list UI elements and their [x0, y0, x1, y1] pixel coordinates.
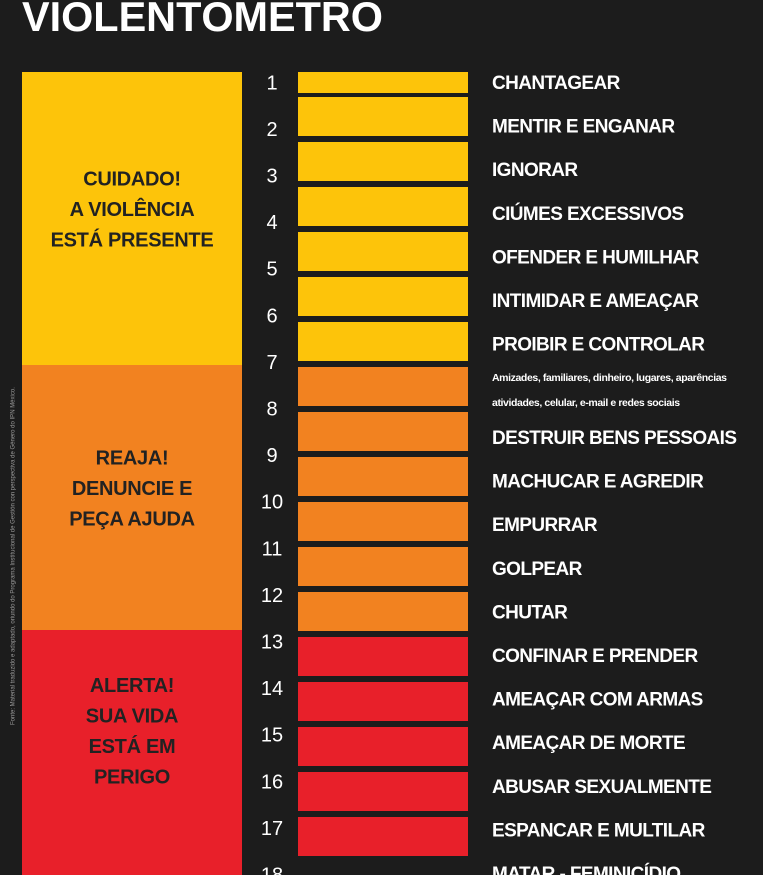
level-number: 3 — [266, 165, 277, 187]
zone-label: REAJA! — [96, 447, 169, 469]
item-label: AMEAÇAR DE MORTE — [492, 733, 685, 754]
zone-label: A VIOLÊNCIA — [70, 197, 195, 221]
level-number: 10 — [261, 492, 283, 514]
item-label: PROIBIR E CONTROLAR — [492, 335, 705, 356]
level-number: 12 — [261, 585, 283, 607]
zone-label: PEÇA AJUDA — [69, 508, 195, 530]
level-number: 13 — [261, 631, 283, 653]
level-number: 9 — [266, 445, 277, 467]
level-bar — [298, 72, 468, 93]
level-bar — [298, 592, 468, 631]
level-number: 8 — [266, 398, 277, 420]
item-note: Amizades, familiares, dinheiro, lugares,… — [492, 372, 727, 384]
item-label: ABUSAR SEXUALMENTE — [492, 777, 711, 798]
level-number: 14 — [261, 678, 283, 700]
item-label: CHUTAR — [492, 602, 568, 623]
level-bar — [298, 457, 468, 496]
item-label: AMEAÇAR COM ARMAS — [492, 690, 703, 711]
level-bar — [298, 232, 468, 271]
item-label: OFENDER E HUMILHAR — [492, 247, 700, 268]
level-bar — [298, 772, 468, 811]
zone-label: DENUNCIE E — [72, 478, 192, 500]
zone-block — [22, 365, 242, 630]
level-number: 2 — [266, 119, 277, 141]
level-bar — [298, 547, 468, 586]
level-bar — [298, 682, 468, 721]
item-label: GOLPEAR — [492, 559, 583, 580]
item-label: CHANTAGEAR — [492, 73, 621, 94]
zone-block — [22, 72, 242, 365]
zone-label: ALERTA! — [90, 675, 174, 697]
level-bar — [298, 322, 468, 361]
level-number: 4 — [266, 212, 277, 234]
level-bar — [298, 502, 468, 541]
level-number: 17 — [261, 818, 283, 840]
level-bar — [298, 97, 468, 136]
zone-label: ESTÁ PRESENTE — [51, 228, 214, 251]
zone-label: PERIGO — [94, 767, 170, 789]
item-label: DESTRUIR BENS PESSOAIS — [492, 428, 736, 449]
source-note: Fonte: Material traduzido e adaptado, or… — [11, 387, 17, 725]
level-bar — [298, 637, 468, 676]
level-bar — [298, 817, 468, 856]
zone-label: SUA VIDA — [86, 706, 178, 728]
level-number: 1 — [266, 72, 277, 94]
level-number: 15 — [261, 725, 283, 747]
zone-label: ESTÁ EM — [89, 735, 176, 758]
level-bar — [298, 412, 468, 451]
item-label: MATAR - FEMINICÍDIO — [492, 863, 680, 875]
level-number: 18 — [261, 864, 283, 875]
item-label: CIÚMES EXCESSIVOS — [492, 203, 683, 225]
level-number: 7 — [266, 352, 277, 374]
level-bar — [298, 142, 468, 181]
level-bar — [298, 727, 468, 766]
item-label: ESPANCAR E MULTILAR — [492, 820, 706, 841]
zone-label: CUIDADO! — [83, 168, 181, 190]
level-number: 6 — [266, 305, 277, 327]
title: VIOLENTÔMETRO — [22, 0, 383, 40]
level-bar — [298, 187, 468, 226]
level-bar — [298, 367, 468, 406]
level-bar — [298, 277, 468, 316]
item-label: INTIMIDAR E AMEAÇAR — [492, 291, 699, 312]
item-label: IGNORAR — [492, 160, 578, 181]
item-label: MENTIR E ENGANAR — [492, 117, 675, 138]
level-number: 5 — [266, 259, 277, 281]
item-label: CONFINAR E PRENDER — [492, 646, 698, 667]
level-number: 11 — [262, 538, 283, 560]
item-label: EMPURRAR — [492, 515, 598, 536]
item-note: atividades, celular, e-mail e redes soci… — [492, 397, 680, 409]
zone-block — [22, 630, 242, 875]
level-number: 16 — [261, 771, 283, 793]
item-label: MACHUCAR E AGREDIR — [492, 472, 704, 493]
